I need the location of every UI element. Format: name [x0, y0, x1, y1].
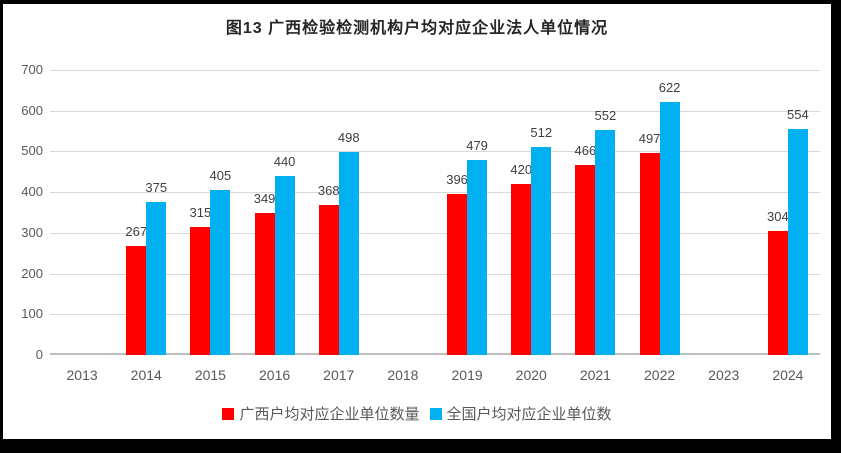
x-tick-label-2016: 2016 — [259, 367, 291, 383]
bar-value-label-national-2014: 375 — [145, 180, 168, 196]
legend-label-guangxi: 广西户均对应企业单位数量 — [239, 406, 420, 423]
x-tick-label-2024: 2024 — [772, 367, 804, 383]
legend-label-national: 全国户均对应企业单位数 — [446, 406, 612, 423]
bar-national-2017 — [338, 152, 359, 355]
y-tick-label-600: 600 — [21, 102, 43, 118]
y-tick-label-100: 100 — [21, 306, 43, 322]
x-tick-label-2013: 2013 — [66, 367, 98, 383]
legend: 广西户均对应企业单位数量 全国户均对应企业单位数 — [3, 403, 831, 424]
gridline-500 — [50, 151, 820, 153]
bar-value-label-guangxi-2024: 304 — [767, 209, 789, 225]
bar-value-label-national-2016: 440 — [273, 153, 296, 169]
x-axis-line — [50, 353, 820, 355]
gridline-100 — [50, 314, 820, 316]
bar-national-2019 — [467, 159, 488, 355]
x-tick-label-2018: 2018 — [387, 367, 419, 383]
gridline-200 — [50, 273, 820, 275]
chart-canvas: 图13 广西检验检测机构户均对应企业法人单位情况 267 375 315 405 349… — [3, 4, 831, 439]
bar-guangxi-2016 — [254, 212, 275, 355]
bar-guangxi-2022 — [639, 152, 660, 355]
y-tick-label-400: 400 — [21, 184, 43, 200]
bar-value-label-national-2017: 498 — [337, 130, 360, 146]
bar-value-label-national-2015: 405 — [209, 168, 232, 184]
bar-guangxi-2015 — [190, 226, 211, 355]
bar-national-2021 — [595, 130, 616, 355]
bar-guangxi-2021 — [575, 165, 596, 355]
legend-swatch-blue-icon — [429, 407, 442, 420]
x-tick-label-2017: 2017 — [323, 367, 355, 383]
chart-title: 图13 广西检验检测机构户均对应企业法人单位情况 — [225, 20, 609, 37]
bar-national-2020 — [531, 146, 552, 355]
bar-value-label-national-2020: 512 — [530, 124, 553, 140]
y-tick-label-300: 300 — [21, 224, 43, 240]
bar-value-label-national-2019: 479 — [466, 137, 488, 153]
x-tick-label-2019: 2019 — [451, 367, 483, 383]
bar-value-label-national-2024: 554 — [787, 107, 809, 123]
x-tick-label-2015: 2015 — [194, 367, 226, 383]
bar-value-label-guangxi-2022: 497 — [638, 130, 661, 146]
x-tick-label-2020: 2020 — [515, 367, 547, 383]
gridline-600 — [50, 110, 820, 112]
bar-national-2015 — [210, 190, 231, 355]
bar-value-label-guangxi-2021: 466 — [574, 143, 597, 159]
y-tick-label-700: 700 — [21, 62, 43, 77]
bar-guangxi-2020 — [511, 184, 532, 355]
bar-value-label-guangxi-2015: 315 — [189, 204, 212, 220]
bar-value-label-national-2022: 622 — [658, 79, 681, 95]
gridline-700 — [50, 70, 820, 71]
bar-guangxi-2024 — [767, 231, 788, 355]
legend-swatch-red-icon — [222, 407, 235, 420]
bar-value-label-guangxi-2016: 349 — [253, 190, 276, 206]
y-tick-label-200: 200 — [21, 265, 43, 281]
gridline-400 — [50, 192, 820, 194]
x-tick-label-2021: 2021 — [579, 367, 611, 383]
y-tick-label-500: 500 — [21, 143, 43, 159]
bar-national-2022 — [659, 101, 680, 355]
bar-value-label-guangxi-2020: 420 — [510, 162, 533, 177]
y-tick-label-0: 0 — [35, 347, 43, 362]
legend-item-guangxi: 广西户均对应企业单位数量 — [222, 403, 420, 424]
gridline-300 — [50, 232, 820, 234]
bar-guangxi-2014 — [126, 246, 147, 355]
bar-national-2016 — [274, 175, 295, 355]
x-tick-label-2014: 2014 — [130, 367, 162, 383]
plot-area: 267 375 315 405 349 440 368 498 396 479 420 512 466 5… — [50, 70, 820, 355]
bar-guangxi-2019 — [447, 193, 468, 355]
bar-national-2024 — [787, 129, 808, 355]
bar-value-label-guangxi-2019: 396 — [446, 171, 468, 187]
x-tick-label-2022: 2022 — [644, 367, 676, 383]
bar-national-2014 — [146, 202, 167, 355]
bar-value-label-guangxi-2017: 368 — [317, 183, 340, 199]
bar-value-label-guangxi-2014: 267 — [125, 224, 148, 240]
bar-value-label-national-2021: 552 — [594, 108, 617, 124]
x-tick-label-2023: 2023 — [708, 367, 740, 383]
bar-guangxi-2017 — [318, 205, 339, 355]
legend-item-national: 全国户均对应企业单位数 — [429, 403, 612, 424]
